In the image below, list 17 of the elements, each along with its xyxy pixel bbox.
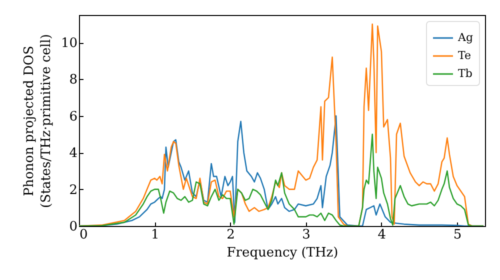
legend-label: Tb [458,67,472,80]
y-tick-label: 10 [60,36,78,52]
legend-label: Te [458,49,471,62]
y-tick-label: 6 [69,109,78,124]
line-series [79,134,484,226]
y-axis-title: Phonon projected DOS (States/THz·primitive cell) [22,34,54,208]
x-tick-label: 4 [378,228,386,242]
legend-label: Ag [457,31,473,44]
x-tick-label: 3 [302,228,310,242]
y-tick-label: 2 [69,182,78,198]
y-tick-label: 4 [69,146,78,162]
x-axis-title: Frequency (THz) [226,246,338,260]
x-tick-label: 0 [80,228,88,242]
y-tick-label: 8 [69,72,78,88]
x-tick-label: 2 [226,228,235,242]
x-tick-label: 5 [453,228,462,242]
x-tick-label: 1 [150,228,160,242]
